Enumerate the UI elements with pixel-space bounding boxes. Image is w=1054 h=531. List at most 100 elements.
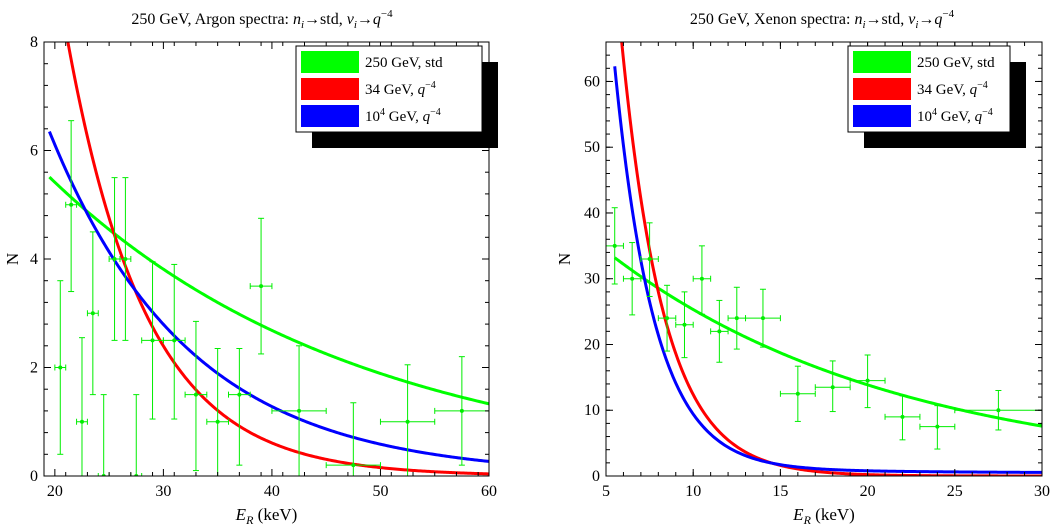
data-point-14 [249, 217, 273, 355]
y-axis-label: N [555, 253, 574, 265]
legend-label-3: 104 GeV, q−4 [917, 107, 993, 125]
data-point-7 [710, 299, 729, 363]
title-arrow: → [357, 11, 373, 28]
legend-symbol: q [418, 82, 426, 98]
data-point-11 [184, 320, 208, 472]
title-symbol: q [373, 11, 381, 28]
data-point-9 [745, 288, 781, 348]
title-symbol: q [934, 11, 942, 28]
legend-label-1: 250 GeV, std [365, 55, 443, 71]
data-marker [612, 243, 617, 248]
title-text: 250 GeV, Xenon spectra: [690, 11, 855, 28]
data-points [54, 120, 489, 476]
data-point-2 [622, 242, 642, 316]
data-marker [351, 463, 356, 468]
data-point-12 [206, 348, 230, 476]
title-text: →std, [304, 11, 347, 28]
data-marker [996, 408, 1001, 413]
data-point-14 [919, 405, 956, 450]
data-marker [935, 424, 940, 429]
x-tick-label: 15 [772, 483, 788, 500]
data-point-4 [86, 231, 99, 396]
legend-text: 34 GeV, [365, 82, 418, 98]
legend-superscript: −4 [977, 80, 988, 91]
data-marker [647, 257, 652, 261]
data-marker [760, 316, 765, 321]
x-tick-label: 30 [1034, 483, 1050, 500]
x-axis-unit: (keV) [253, 505, 297, 524]
series-curves [48, 42, 489, 476]
data-point-10 [779, 365, 816, 422]
x-tick-label: 20 [47, 483, 63, 500]
y-tick-label: 0 [30, 468, 38, 485]
data-point-18 [434, 356, 489, 466]
legend-swatch-2 [301, 78, 359, 100]
x-axis-subscript: R [245, 513, 254, 527]
title-text: →std, [866, 11, 909, 28]
legend-swatch-1 [301, 51, 359, 73]
data-marker [193, 392, 198, 397]
data-point-10 [162, 263, 186, 420]
data-point-8 [130, 394, 143, 476]
legend-superscript: −4 [982, 107, 993, 118]
data-point-6 [108, 177, 121, 341]
data-marker [665, 316, 670, 321]
title-subscript: i [354, 19, 357, 31]
legend-symbol: q [423, 109, 431, 125]
data-points [606, 207, 1042, 450]
data-point-2 [65, 120, 78, 293]
x-axis-subscript: R [803, 513, 812, 527]
data-marker [90, 311, 95, 316]
y-axis-label: N [3, 253, 22, 265]
series-line-1 [613, 256, 1042, 428]
data-marker [297, 408, 302, 413]
legend-swatch-1 [853, 51, 911, 73]
y-tick-label: 30 [584, 271, 600, 288]
legend-text: 34 GeV, [917, 82, 970, 98]
data-point-1 [606, 207, 624, 285]
legend-text: GeV, [937, 109, 975, 125]
x-tick-label: 5 [602, 483, 610, 500]
y-tick-label: 40 [584, 205, 600, 222]
data-point-1 [54, 280, 67, 455]
data-point-8 [727, 286, 747, 350]
data-marker [215, 419, 220, 424]
title-superscript: −4 [381, 8, 393, 20]
x-tick-label: 30 [155, 483, 171, 500]
legend-text: GeV, [385, 109, 423, 125]
y-tick-label: 50 [584, 139, 600, 156]
data-point-6 [692, 245, 712, 315]
data-point-3 [640, 222, 659, 297]
x-axis-label: ER (keV) [235, 505, 298, 527]
x-axis-label: ER (keV) [792, 505, 855, 527]
legend-label-2: 34 GeV, q−4 [917, 80, 988, 98]
series-line-3 [48, 130, 489, 463]
data-marker [259, 284, 264, 289]
legend-label-1: 250 GeV, std [917, 55, 995, 71]
title-symbol: ν [347, 11, 355, 28]
data-marker [865, 378, 870, 383]
series-line-1 [48, 176, 489, 406]
data-marker [112, 257, 117, 261]
legend-superscript: 4 [380, 107, 385, 118]
chart-title: 250 GeV, Argon spectra: ni→std, νi→q−4 [131, 8, 393, 31]
y-tick-label: 0 [592, 468, 600, 485]
data-marker [79, 419, 84, 424]
plot-frame [605, 41, 1043, 477]
legend-superscript: −4 [425, 80, 436, 91]
data-marker [405, 419, 410, 424]
x-axis-symbol: E [792, 505, 804, 524]
x-tick-label: 60 [481, 483, 497, 500]
legend-label-3: 104 GeV, q−4 [365, 107, 441, 125]
title-symbol: ν [908, 11, 916, 28]
data-marker [717, 329, 722, 334]
data-marker [58, 365, 63, 370]
y-tick-label: 2 [30, 360, 38, 377]
legend-swatch-3 [853, 105, 911, 127]
x-tick-label: 50 [372, 483, 388, 500]
legend-superscript: 4 [932, 107, 937, 118]
data-marker [699, 276, 704, 281]
title-subscript: i [301, 19, 304, 31]
data-marker [830, 385, 835, 390]
